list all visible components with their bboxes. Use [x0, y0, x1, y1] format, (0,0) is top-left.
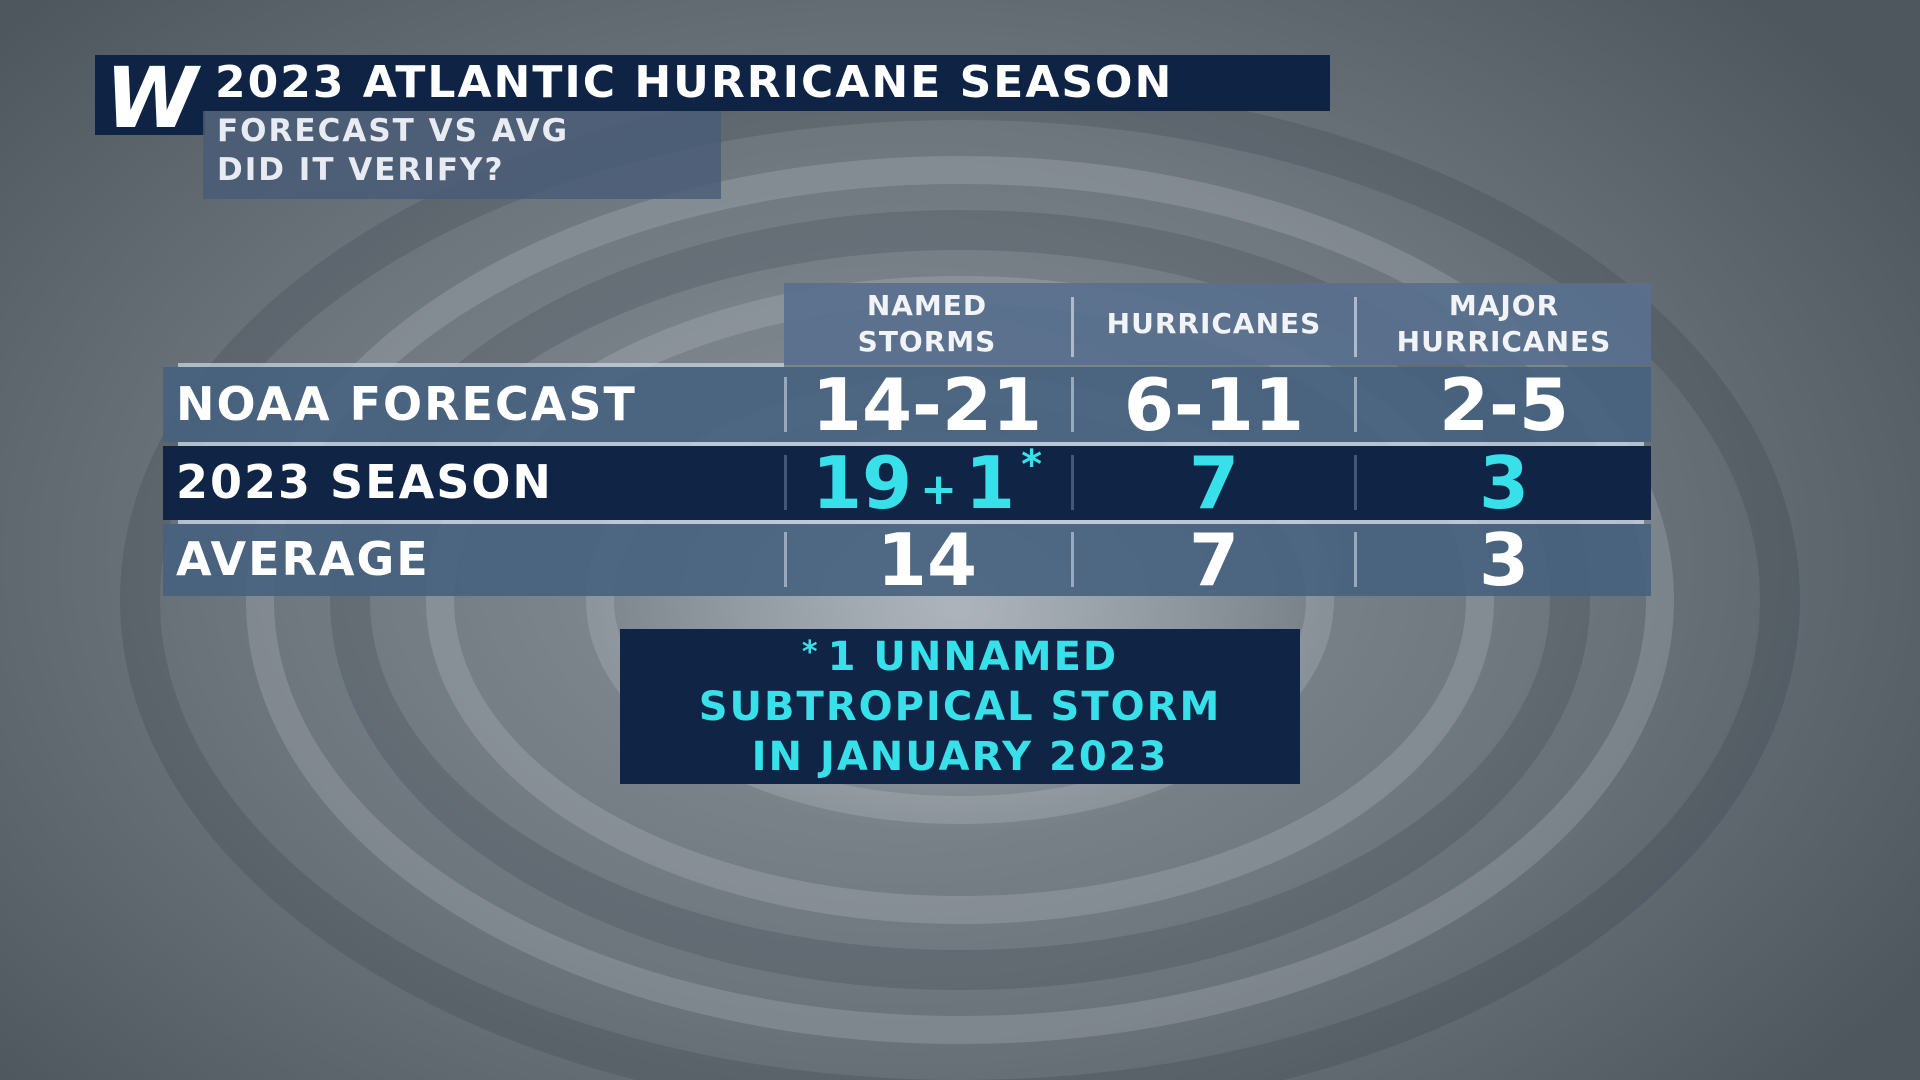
column-divider: [1071, 377, 1074, 432]
footnote-line-2: SUBTROPICAL STORM: [698, 684, 1222, 730]
column-header-named-storms: NAMED STORMS: [784, 283, 1070, 365]
footnote-line-1: * 1 UNNAMED: [620, 634, 1300, 680]
column-header-bar: [784, 283, 1651, 365]
column-divider: [1071, 297, 1074, 357]
title-bar: [205, 55, 1330, 111]
season-unnamed-count: 1: [965, 441, 1016, 525]
footnote-text: 1 UNNAMED: [827, 634, 1119, 680]
subtitle-box: [203, 111, 721, 199]
row-separator: [178, 520, 1644, 524]
page-title: 2023 ATLANTIC HURRICANE SEASON: [215, 57, 1174, 108]
column-header-text: MAJOR: [1448, 289, 1560, 322]
footnote-line-3: IN JANUARY 2023: [751, 734, 1169, 780]
column-header-major-hurricanes: MAJOR HURRICANES: [1357, 283, 1651, 365]
weather-logo: [95, 55, 205, 135]
column-divider: [1071, 532, 1074, 587]
column-header-text: HURRICANES: [1106, 307, 1322, 340]
column-header-text: STORMS: [857, 325, 997, 358]
column-header-text: HURRICANES: [1396, 325, 1612, 358]
subtitle-line-2: DID IT VERIFY?: [217, 152, 505, 188]
table-top-rule: [178, 363, 784, 367]
column-header-text: NAMED: [866, 289, 988, 322]
season-major-hurricanes: 3: [1478, 441, 1530, 525]
noaa-named-storms: 14-21: [811, 362, 1043, 447]
row-separator: [178, 442, 1644, 446]
column-divider: [784, 455, 787, 510]
row-label-2023-season: 2023 SEASON: [176, 455, 553, 509]
season-named-storms: 19 + 1 *: [784, 441, 1070, 525]
plus-sign: +: [920, 463, 958, 515]
column-divider: [1071, 455, 1074, 510]
subtitle-line-1: FORECAST VS AVG: [217, 113, 570, 149]
column-divider: [784, 532, 787, 587]
column-divider: [1354, 455, 1357, 510]
column-header-hurricanes: HURRICANES: [1074, 283, 1354, 365]
season-named-storms-count: 19: [811, 441, 913, 525]
logo-letter: W: [105, 49, 198, 147]
row-label-average: AVERAGE: [176, 532, 430, 586]
season-hurricanes: 7: [1188, 441, 1240, 525]
noaa-major-hurricanes: 2-5: [1438, 362, 1570, 447]
footnote-asterisk: *: [1021, 442, 1043, 488]
average-hurricanes: 7: [1188, 518, 1240, 602]
table-row-noaa-forecast: [163, 367, 1651, 442]
table-row-2023-season: [163, 446, 1651, 520]
row-label-noaa-forecast: NOAA FORECAST: [176, 377, 637, 431]
column-divider: [784, 377, 787, 432]
column-divider: [1354, 532, 1357, 587]
average-named-storms: 14: [876, 518, 978, 602]
footnote-box: [620, 629, 1300, 784]
noaa-hurricanes: 6-11: [1123, 362, 1305, 447]
column-divider: [1354, 297, 1357, 357]
table-row-average: [163, 524, 1651, 596]
footnote-asterisk: *: [801, 635, 820, 670]
column-divider: [1354, 377, 1357, 432]
average-major-hurricanes: 3: [1478, 518, 1530, 602]
